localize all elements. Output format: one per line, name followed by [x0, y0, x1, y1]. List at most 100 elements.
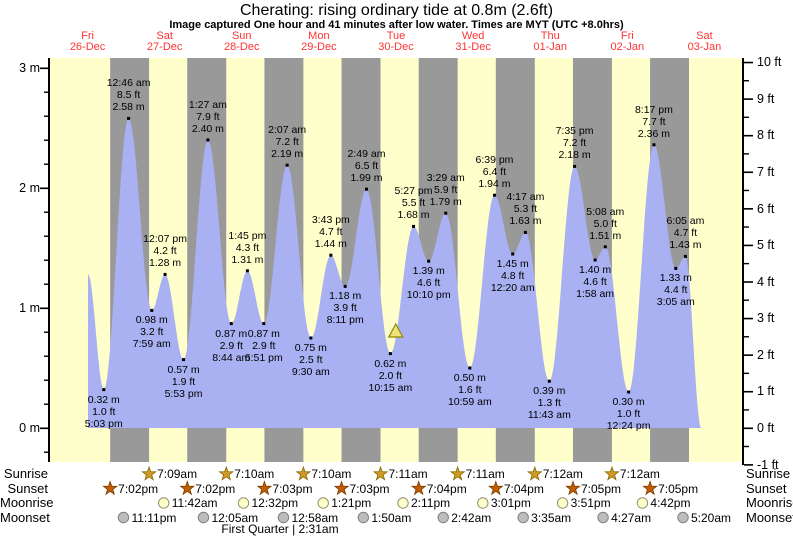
tide-annotation-high: 12:46 am 8.5 ft 2.58 m: [97, 77, 161, 113]
tide-annotation-line: 8:11 pm: [326, 314, 364, 327]
tide-annotation-low: 1.40 m 4.6 ft 1:58 am: [563, 264, 627, 300]
tide-annotation-line: 9:30 am: [291, 366, 330, 378]
tide-annotation-line: 10:59 am: [447, 396, 492, 408]
tide-annotation-line: 4.6 ft: [583, 276, 607, 288]
right-axis-label: 7 ft: [757, 164, 775, 179]
tide-annotation-line: 7.9 ft: [196, 111, 220, 123]
right-axis-major-tick: [744, 61, 753, 64]
chart-title: Cherating: rising ordinary tide at 0.8m …: [239, 2, 554, 19]
right-axis-label: -1 ft: [757, 457, 779, 472]
tide-annotation-line: 3:43 pm: [311, 214, 350, 227]
moonset-circle-icon: [197, 511, 210, 524]
tide-annotation-line: 12:46 am: [106, 77, 151, 90]
day-label-line: Sat: [696, 30, 713, 42]
day-label-line: 28-Dec: [224, 41, 260, 53]
moonrise-circle-icon: [477, 497, 489, 509]
tide-extreme-point: [427, 259, 431, 263]
astro-time: 7:05pm: [580, 481, 621, 496]
right-axis-major-tick: [744, 281, 753, 283]
tide-extreme-point: [603, 245, 607, 249]
tide-annotation-line: 5:08 am: [586, 205, 625, 218]
tide-extreme-point: [388, 352, 392, 356]
right-axis-label: 2 ft: [757, 347, 775, 362]
tide-annotation-line: 3:05 am: [656, 296, 695, 309]
tide-annotation-line: 1.0 ft: [616, 408, 641, 420]
right-axis-major-tick: [744, 427, 753, 430]
tide-annotation-line: 6.5 ft: [354, 160, 379, 173]
tide-annotation-line: 0.50 m: [453, 372, 486, 384]
day-label-line: 03-Jan: [687, 41, 722, 53]
tide-extreme-point: [683, 254, 687, 258]
tide-extreme-point: [492, 193, 496, 197]
right-axis-label: 8 ft: [757, 128, 775, 143]
astro-time: 7:02pm: [195, 481, 236, 496]
astro-row-label-right: Moonrise: [746, 495, 793, 510]
right-axis-label: 0 ft: [757, 421, 775, 435]
tide-annotation-line: 4.8 ft: [501, 270, 525, 282]
right-axis-minor-tick: [744, 80, 749, 82]
day-label-line: Fri: [81, 30, 94, 42]
tide-annotation-line: 0.87 m: [247, 327, 280, 340]
moon-phase-note: First Quarter | 2:31am: [221, 522, 339, 536]
moonrise-circle-icon: [237, 497, 250, 509]
tide-annotation-line: 6:51 pm: [244, 351, 283, 364]
astro-time: 7:11am: [465, 467, 505, 481]
tide-extreme-point: [285, 163, 289, 167]
tide-annotation-line: 1.18 m: [329, 290, 362, 303]
tide-annotation-line: 1:45 pm: [228, 229, 267, 242]
left-axis-minor-tick: [44, 259, 49, 261]
left-axis-minor-tick: [44, 211, 49, 213]
day-label-line: Sun: [231, 30, 252, 42]
moonset-circle-icon: [277, 511, 290, 524]
right-axis-minor-tick: [744, 226, 749, 228]
tide-extreme-point: [412, 224, 416, 228]
tide-annotation-line: 5.5 ft: [401, 197, 426, 210]
tide-annotation-line: 8.5 ft: [116, 89, 141, 102]
tide-annotation-line: 4.7 ft: [673, 227, 698, 240]
tide-annotation-line: 6.4 ft: [482, 166, 507, 179]
right-axis-major-tick: [744, 98, 753, 100]
tide-annotation-line: 0.98 m: [135, 314, 168, 327]
astro-time: 11:11pm: [131, 510, 177, 525]
astro-row-label-right: Sunset: [746, 480, 787, 496]
tide-annotation-high: 5:08 am 5.0 ft 1.51 m: [573, 206, 637, 242]
day-label-line: 01-Jan: [533, 41, 568, 53]
day-label: Wed 31-Dec: [438, 31, 508, 53]
left-axis-minor-tick: [44, 91, 49, 93]
tide-annotation-line: 2.36 m: [637, 127, 670, 140]
tide-extreme-point: [511, 252, 515, 256]
day-label: Sat 03-Jan: [669, 31, 739, 53]
right-axis-label: 4 ft: [757, 274, 775, 289]
sunrise-star-icon: [295, 465, 312, 481]
day-label-line: Thu: [540, 30, 560, 42]
tide-extreme-point: [206, 138, 210, 142]
moonset-circle-icon: [517, 511, 529, 524]
right-axis-minor-tick: [744, 336, 749, 338]
tide-annotation-line: 3:29 am: [426, 172, 465, 185]
tide-annotation-line: 1.40 m: [579, 264, 612, 276]
tide-annotation-high: 8:17 pm 7.7 ft 2.36 m: [622, 104, 686, 140]
right-axis-major-tick: [744, 390, 753, 393]
tide-extreme-point: [523, 230, 527, 234]
day-label: Thu 01-Jan: [515, 31, 585, 53]
right-axis-minor-tick: [744, 409, 749, 411]
astro-row-label-left: Moonrise: [0, 495, 54, 510]
tide-annotation-line: 7.2 ft: [275, 136, 299, 149]
sunset-star-icon: [256, 480, 273, 496]
tide-annotation-high: 2:49 am 6.5 ft 1.99 m: [335, 148, 399, 184]
sunrise-star-icon: [526, 465, 543, 481]
tide-annotation-line: 7.2 ft: [562, 137, 587, 150]
tide-annotation-line: 4.3 ft: [235, 241, 260, 254]
left-axis-minor-tick: [44, 283, 49, 285]
astro-row-label-left: Sunrise: [3, 466, 48, 481]
astro-time: 7:11am: [388, 467, 428, 481]
tide-annotation-line: 1.43 m: [669, 239, 702, 252]
tide-annotation-line: 5:53 pm: [164, 387, 203, 400]
day-label: Sun 28-Dec: [207, 31, 277, 53]
tide-annotation-line: 1.39 m: [412, 265, 445, 278]
astro-time: 12:58am: [291, 510, 339, 525]
left-axis-minor-tick: [44, 235, 49, 237]
astro-time: 3:01pm: [490, 496, 531, 510]
astro-row-label-right: Moonset: [746, 509, 793, 525]
day-label-line: 30-Dec: [378, 41, 414, 53]
